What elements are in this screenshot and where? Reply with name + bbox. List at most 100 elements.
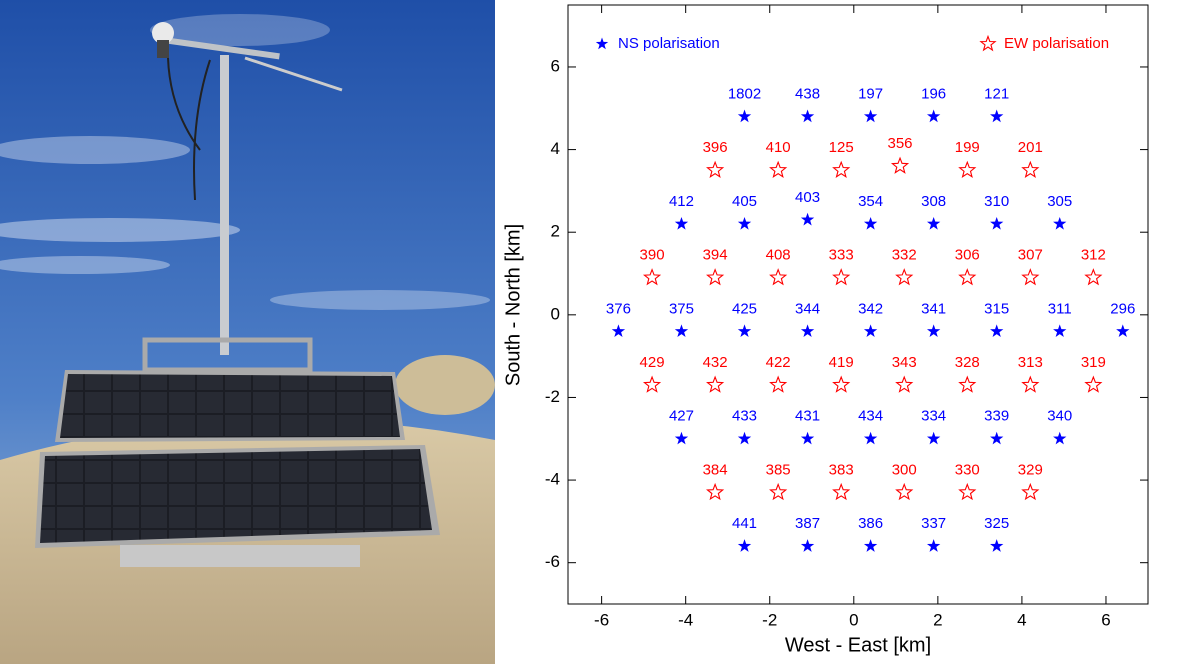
station-marker: [958, 375, 977, 393]
station-label: 419: [829, 354, 854, 371]
station-marker: [990, 431, 1004, 445]
legend-marker: [595, 37, 609, 50]
station-label: 300: [892, 461, 917, 478]
y-tick-label: 0: [551, 304, 560, 323]
x-tick-label: 6: [1101, 610, 1110, 629]
station-marker: [890, 156, 910, 174]
station-label: 390: [640, 247, 665, 264]
plot-frame: [567, 4, 1149, 605]
station-label: 313: [1018, 354, 1043, 371]
pole: [220, 55, 229, 355]
station-marker: [800, 431, 815, 445]
station-label: 376: [606, 300, 631, 317]
station-label: 422: [766, 354, 791, 371]
photo: [0, 0, 495, 664]
station-label: 201: [1018, 139, 1043, 156]
station-marker: [926, 109, 941, 123]
station-marker: [737, 431, 752, 445]
station-label: 199: [955, 139, 980, 156]
station-label: 330: [955, 461, 980, 478]
station-label: 121: [984, 86, 1009, 103]
station-label: 344: [795, 300, 820, 317]
station-label: 307: [1018, 247, 1043, 264]
station-marker: [926, 539, 941, 552]
y-tick-label: -2: [545, 387, 560, 406]
station-label: 356: [888, 135, 913, 152]
arm: [160, 36, 280, 60]
station-marker: [990, 109, 1004, 123]
station-label: 319: [1081, 354, 1106, 371]
station-label: 305: [1047, 193, 1072, 210]
station-marker: [1084, 268, 1103, 286]
station-marker: [737, 109, 752, 123]
station-marker: [926, 324, 941, 338]
gps-antenna: [152, 22, 174, 44]
station-label: 383: [829, 461, 854, 478]
station-marker: [1021, 268, 1040, 286]
station-label: 334: [921, 408, 946, 425]
station-label: 197: [858, 86, 883, 103]
station-marker: [926, 431, 941, 445]
station-label: 438: [795, 86, 820, 103]
station-marker: [800, 324, 815, 338]
station-label: 354: [858, 193, 883, 210]
station-marker: [800, 539, 815, 552]
station-marker: [863, 109, 878, 123]
station-marker: [863, 431, 878, 445]
station-marker: [990, 216, 1004, 230]
station-label: 429: [640, 354, 665, 371]
station-label: 387: [795, 515, 820, 532]
station-marker: [1053, 324, 1067, 338]
y-tick-label: 6: [551, 56, 560, 75]
station-marker: [832, 375, 851, 393]
station-marker: [895, 482, 914, 501]
station-label: 312: [1081, 247, 1106, 264]
cloud: [0, 218, 240, 242]
station-label: 306: [955, 247, 980, 264]
cloud: [0, 256, 170, 274]
cloud: [150, 14, 330, 46]
frame: [142, 337, 313, 373]
station-label: 412: [669, 193, 694, 210]
station-marker: [958, 482, 977, 501]
station-marker: [895, 375, 914, 393]
station-label: 341: [921, 300, 946, 317]
station-label: 315: [984, 300, 1009, 317]
legend-label: NS polarisation: [618, 35, 720, 52]
station-label: 441: [732, 515, 757, 532]
station-marker: [737, 216, 752, 230]
station-label: 333: [829, 247, 854, 264]
station-label: 410: [766, 139, 791, 156]
station-label: 434: [858, 408, 883, 425]
station-marker: [800, 212, 815, 226]
station-marker: [769, 375, 788, 393]
legend-label: EW polarisation: [1004, 35, 1109, 52]
x-tick-label: -2: [762, 610, 777, 629]
station-marker: [706, 482, 725, 501]
station-marker: [958, 160, 977, 178]
station-marker: [769, 268, 788, 286]
gps-base: [157, 40, 169, 58]
station-marker: [990, 539, 1004, 552]
station-marker: [769, 482, 788, 501]
station-label: 340: [1047, 408, 1072, 425]
x-tick-label: -4: [678, 610, 693, 629]
station-marker: [832, 268, 851, 286]
station-label: 432: [703, 354, 728, 371]
station-marker: [737, 539, 752, 552]
station-label: 337: [921, 515, 946, 532]
x-tick-label: -6: [594, 610, 609, 629]
station-label: 1802: [728, 86, 761, 103]
station-marker: [863, 324, 878, 338]
station-label: 343: [892, 354, 917, 371]
station-label: 332: [892, 247, 917, 264]
station-label: 405: [732, 193, 757, 210]
station-marker: [706, 375, 725, 393]
station-label: 396: [703, 139, 728, 156]
station-marker: [674, 216, 689, 230]
station-marker: [706, 268, 725, 286]
station-marker: [863, 539, 878, 552]
station-label: 427: [669, 408, 694, 425]
station-label: 385: [766, 461, 791, 478]
